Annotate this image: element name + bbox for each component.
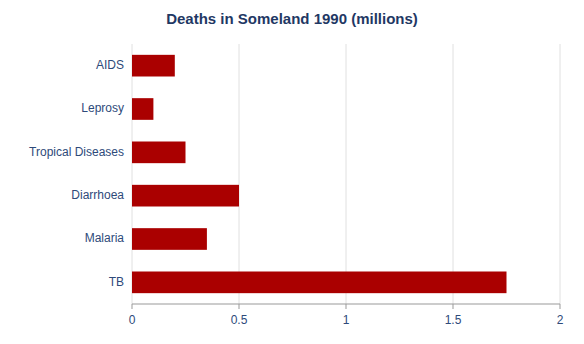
x-tick: [560, 304, 561, 309]
bar: [132, 98, 153, 120]
chart-title: Deaths in Someland 1990 (millions): [166, 10, 418, 27]
y-tick-label: Leprosy: [81, 101, 124, 115]
x-tick-label: 2: [557, 313, 564, 327]
x-tick-label: 0.5: [231, 313, 248, 327]
bar: [132, 55, 175, 77]
y-tick-label: TB: [109, 275, 124, 289]
bar: [132, 272, 507, 294]
bar: [132, 185, 239, 207]
page: {"chart_data": {"type": "bar", "orientat…: [0, 0, 584, 344]
y-tick-label: AIDS: [96, 58, 124, 72]
y-tick-label: Malaria: [85, 231, 125, 245]
x-tick: [346, 304, 347, 309]
grid-line: [346, 44, 347, 304]
grid-line: [560, 44, 561, 304]
grid-line: [453, 44, 454, 304]
grid-line: [239, 44, 240, 304]
grid-line: [132, 44, 133, 304]
y-tick-label: Diarrhoea: [71, 188, 124, 202]
bar: [132, 142, 186, 164]
y-axis: TB Malaria Diarrhoea Tropical Diseases Lepro…: [29, 58, 124, 289]
chart-container: Deaths in Someland 1990 (millions) 0 0.5 1 1…: [0, 0, 584, 344]
y-tick-label: Tropical Diseases: [29, 145, 124, 159]
x-tick: [239, 304, 240, 309]
bars: [132, 55, 507, 293]
x-axis: 0 0.5 1 1.5 2: [129, 304, 564, 327]
x-tick-label: 1: [343, 313, 350, 327]
x-tick-label: 1.5: [445, 313, 462, 327]
grid: [132, 44, 560, 304]
x-tick: [132, 304, 133, 309]
chart-svg: Deaths in Someland 1990 (millions) 0 0.5 1 1…: [0, 0, 584, 344]
x-axis-line: [132, 304, 560, 305]
x-tick: [453, 304, 454, 309]
x-tick-label: 0: [129, 313, 136, 327]
bar: [132, 228, 207, 250]
